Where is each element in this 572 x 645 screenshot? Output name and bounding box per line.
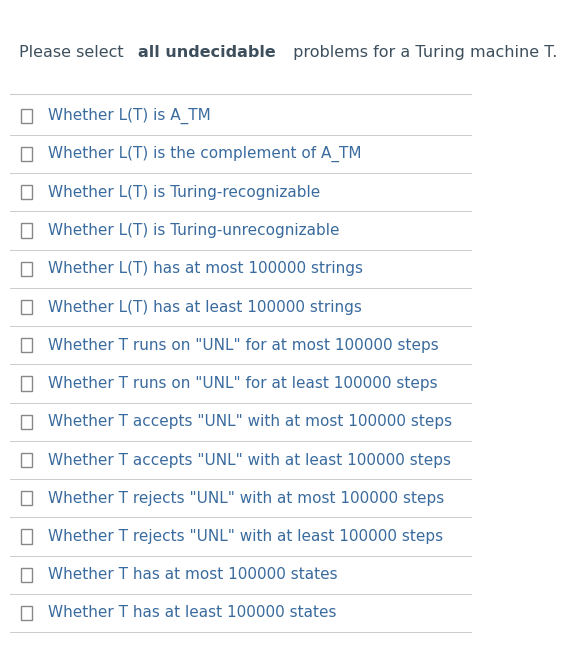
Text: Whether T has at most 100000 states: Whether T has at most 100000 states	[48, 567, 337, 582]
Text: Whether L(T) is A_TM: Whether L(T) is A_TM	[48, 108, 211, 124]
Text: Whether L(T) has at most 100000 strings: Whether L(T) has at most 100000 strings	[48, 261, 363, 276]
Text: problems for a Turing machine T.: problems for a Turing machine T.	[288, 45, 557, 60]
Text: Whether L(T) is Turing-recognizable: Whether L(T) is Turing-recognizable	[48, 185, 320, 200]
Text: Whether T accepts "UNL" with at least 100000 steps: Whether T accepts "UNL" with at least 10…	[48, 453, 451, 468]
Text: Whether T runs on "UNL" for at most 100000 steps: Whether T runs on "UNL" for at most 1000…	[48, 338, 439, 353]
Text: Whether T runs on "UNL" for at least 100000 steps: Whether T runs on "UNL" for at least 100…	[48, 376, 438, 391]
Text: Whether T accepts "UNL" with at most 100000 steps: Whether T accepts "UNL" with at most 100…	[48, 414, 452, 430]
Text: Whether T has at least 100000 states: Whether T has at least 100000 states	[48, 606, 336, 620]
Text: Whether T rejects "UNL" with at most 100000 steps: Whether T rejects "UNL" with at most 100…	[48, 491, 444, 506]
Text: Whether L(T) is Turing-unrecognizable: Whether L(T) is Turing-unrecognizable	[48, 223, 340, 238]
Text: Whether L(T) has at least 100000 strings: Whether L(T) has at least 100000 strings	[48, 299, 362, 315]
Text: Whether L(T) is the complement of A_TM: Whether L(T) is the complement of A_TM	[48, 146, 362, 162]
Text: Please select: Please select	[19, 45, 129, 60]
Text: Whether T rejects "UNL" with at least 100000 steps: Whether T rejects "UNL" with at least 10…	[48, 529, 443, 544]
Text: all undecidable: all undecidable	[138, 45, 276, 60]
